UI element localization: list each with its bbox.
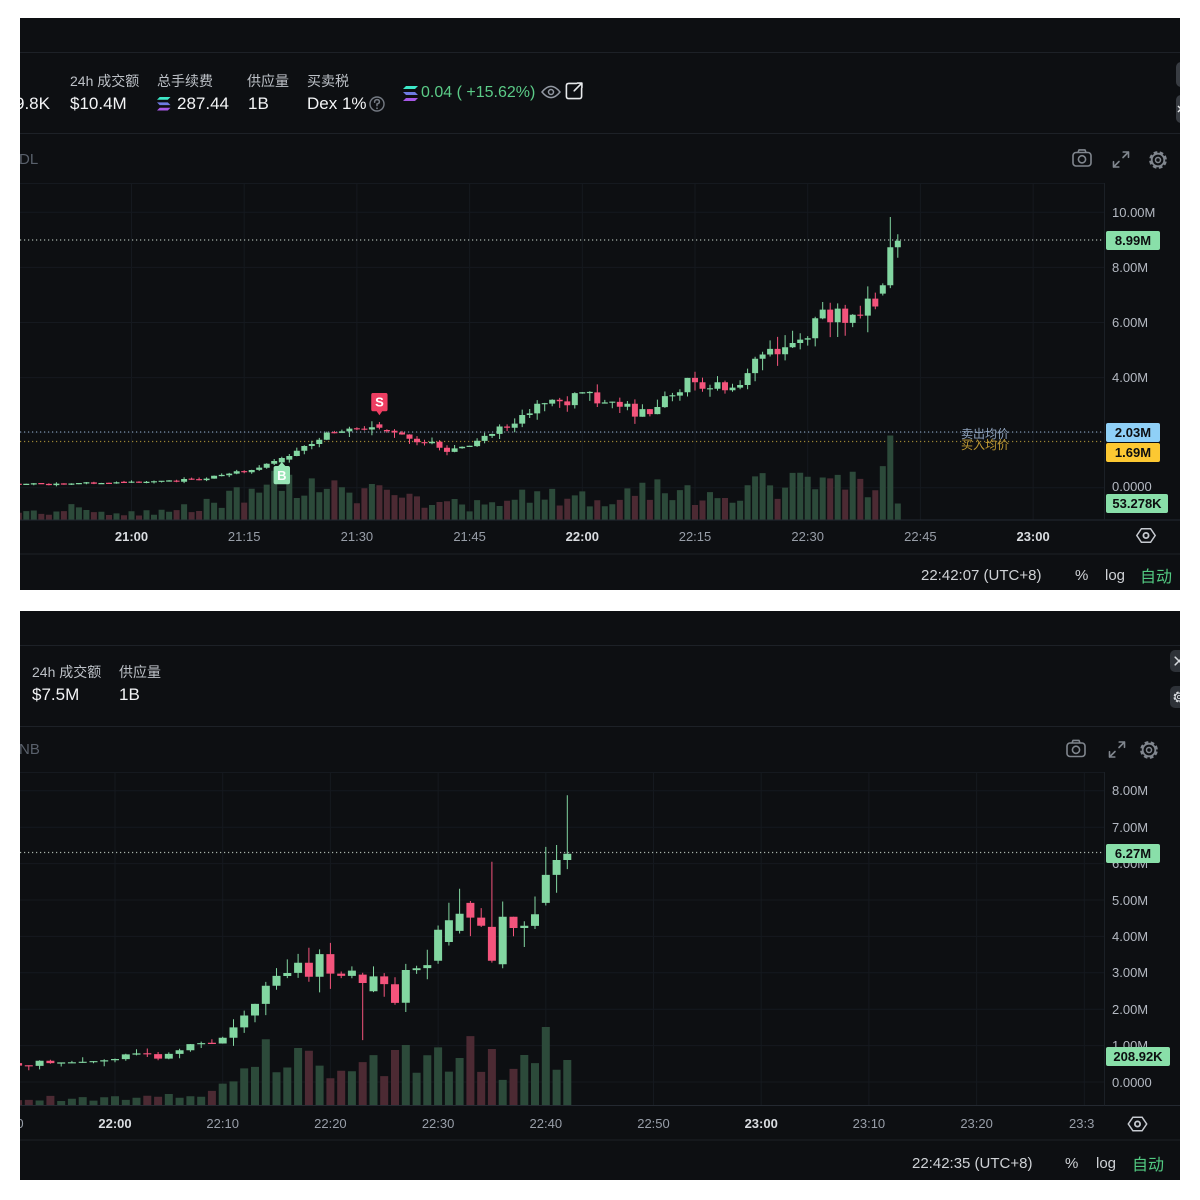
svg-text:S: S bbox=[375, 395, 384, 410]
svg-text:B: B bbox=[277, 468, 286, 483]
